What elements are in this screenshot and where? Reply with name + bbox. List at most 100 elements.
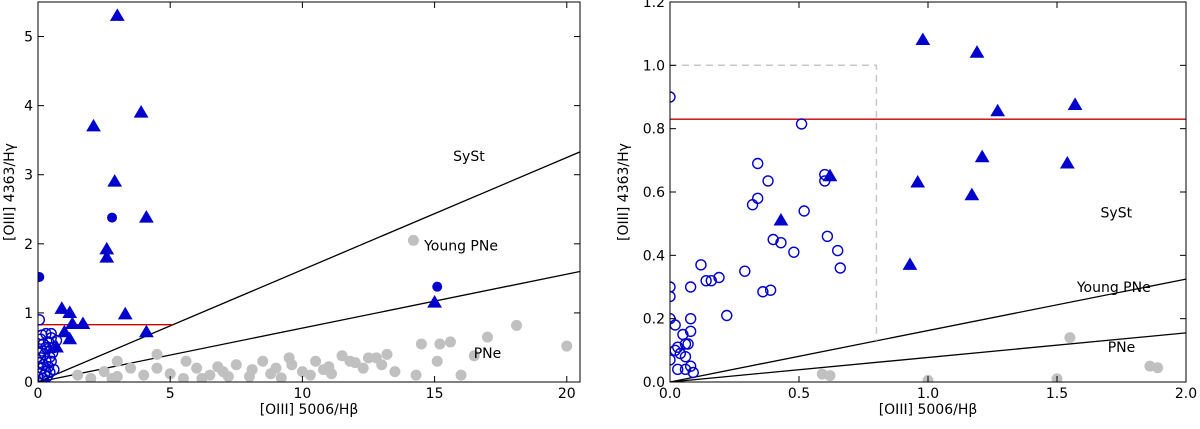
- open-circle-point: [798, 205, 810, 217]
- x-tick-label: 0.5: [788, 386, 810, 402]
- y-tick-label: 0.2: [643, 312, 665, 328]
- open-circle-point: [757, 286, 769, 298]
- open-circle-point: [679, 350, 692, 363]
- open-circle-point: [767, 233, 779, 246]
- open-circle-point: [670, 290, 676, 303]
- series-1: [38, 212, 443, 292]
- series-2: [816, 332, 1164, 382]
- open-circle-point: [762, 175, 774, 187]
- gray-point: [246, 364, 258, 376]
- open-circle-point: [788, 246, 800, 258]
- triangle-point: [902, 257, 918, 270]
- x-tick-label: 10: [293, 386, 311, 402]
- triangle-point: [964, 187, 980, 201]
- open-circle-point: [775, 236, 787, 249]
- gray-point: [310, 355, 322, 367]
- gray-point: [125, 362, 137, 374]
- boundary-syst-line: [670, 278, 1186, 382]
- gray-point: [304, 369, 316, 381]
- open-circle-point: [682, 338, 694, 350]
- gray-point: [431, 355, 443, 367]
- region-label: Young PNe: [1076, 280, 1151, 296]
- gray-point: [265, 368, 277, 380]
- open-circle-point: [38, 345, 48, 357]
- open-circle-point: [752, 157, 764, 170]
- y-tick-label: 1.2: [643, 0, 665, 11]
- y-tick-label: 0.4: [643, 248, 665, 264]
- dashed-box-line: [670, 64, 878, 341]
- open-circle-point: [670, 281, 676, 293]
- triangle-point: [62, 331, 78, 345]
- gray-point: [389, 366, 401, 378]
- open-circle-point: [48, 341, 60, 354]
- x-axis-label: [OIII] 5006/Hβ: [879, 402, 978, 418]
- open-circle-point: [713, 271, 725, 284]
- gray-point: [381, 348, 393, 360]
- gray-point: [407, 234, 419, 246]
- y-tick-label: 3: [24, 168, 33, 184]
- gray-point: [444, 336, 456, 348]
- open-circle-point: [45, 327, 57, 340]
- open-circle-point: [40, 341, 52, 354]
- gray-point: [511, 319, 523, 331]
- open-circle-point: [670, 319, 681, 331]
- x-axis-label: [OIII] 5006/Hβ: [260, 402, 359, 418]
- gray-point: [151, 362, 163, 374]
- series-3: [72, 234, 573, 382]
- open-circle-point: [705, 274, 717, 287]
- triangle-point: [117, 306, 133, 320]
- gray-point: [85, 373, 97, 382]
- gray-point: [410, 369, 422, 381]
- y-tick-label: 5: [24, 30, 33, 46]
- gray-point: [222, 370, 234, 382]
- gray-point: [106, 373, 118, 382]
- region-label: SySt: [453, 149, 485, 165]
- gray-point: [177, 373, 189, 382]
- open-circle-point: [38, 314, 46, 326]
- gray-point: [212, 361, 224, 373]
- gray-point: [481, 331, 493, 343]
- series-2: [38, 314, 63, 382]
- triangle-point: [773, 213, 789, 226]
- gray-point: [1064, 332, 1076, 344]
- open-circle-point: [670, 344, 681, 357]
- open-circle-point: [795, 118, 808, 130]
- plot-area: [670, 32, 1186, 382]
- y-tick-label: 0: [24, 375, 33, 391]
- triangle-point: [969, 45, 985, 58]
- filled-circle-point: [432, 281, 443, 292]
- series-0: [773, 32, 1083, 270]
- boundary-pne-line: [670, 332, 1186, 382]
- triangle-point: [99, 250, 115, 263]
- open-circle-point: [832, 244, 844, 257]
- open-circle-point: [684, 281, 697, 293]
- x-tick-label: 0.0: [659, 386, 681, 402]
- gray-point: [362, 352, 374, 364]
- open-circle-point: [695, 259, 707, 271]
- gray-point: [275, 372, 287, 382]
- gray-point: [561, 340, 573, 352]
- series-0: [49, 8, 442, 353]
- x-tick-label: 20: [558, 386, 576, 402]
- gray-point: [325, 368, 337, 380]
- open-circle-point: [764, 284, 777, 296]
- gray-point: [98, 366, 110, 378]
- open-circle-point: [670, 91, 676, 103]
- right-panel: 0.0 0.5 1.0 1.5 2.0 0.0 0.2 0.4 0.6 0.8 1.0 1.2 SySt…: [616, 0, 1197, 418]
- x-tick-label: 1.0: [917, 386, 939, 402]
- open-circle-point: [677, 328, 689, 341]
- gray-point: [191, 362, 203, 374]
- gray-point: [357, 362, 369, 374]
- y-tick-label: 1.0: [643, 58, 665, 74]
- x-tick-label: 1.5: [1046, 386, 1068, 402]
- gray-point: [1152, 362, 1164, 374]
- open-circle-point: [672, 363, 684, 376]
- triangle-point: [1067, 97, 1083, 110]
- y-tick-label: 2: [24, 237, 33, 253]
- gray-point: [468, 350, 480, 362]
- open-circle-point: [45, 355, 57, 367]
- triangle-point: [1059, 156, 1075, 169]
- open-circle-point: [687, 366, 699, 379]
- gray-point: [72, 369, 84, 381]
